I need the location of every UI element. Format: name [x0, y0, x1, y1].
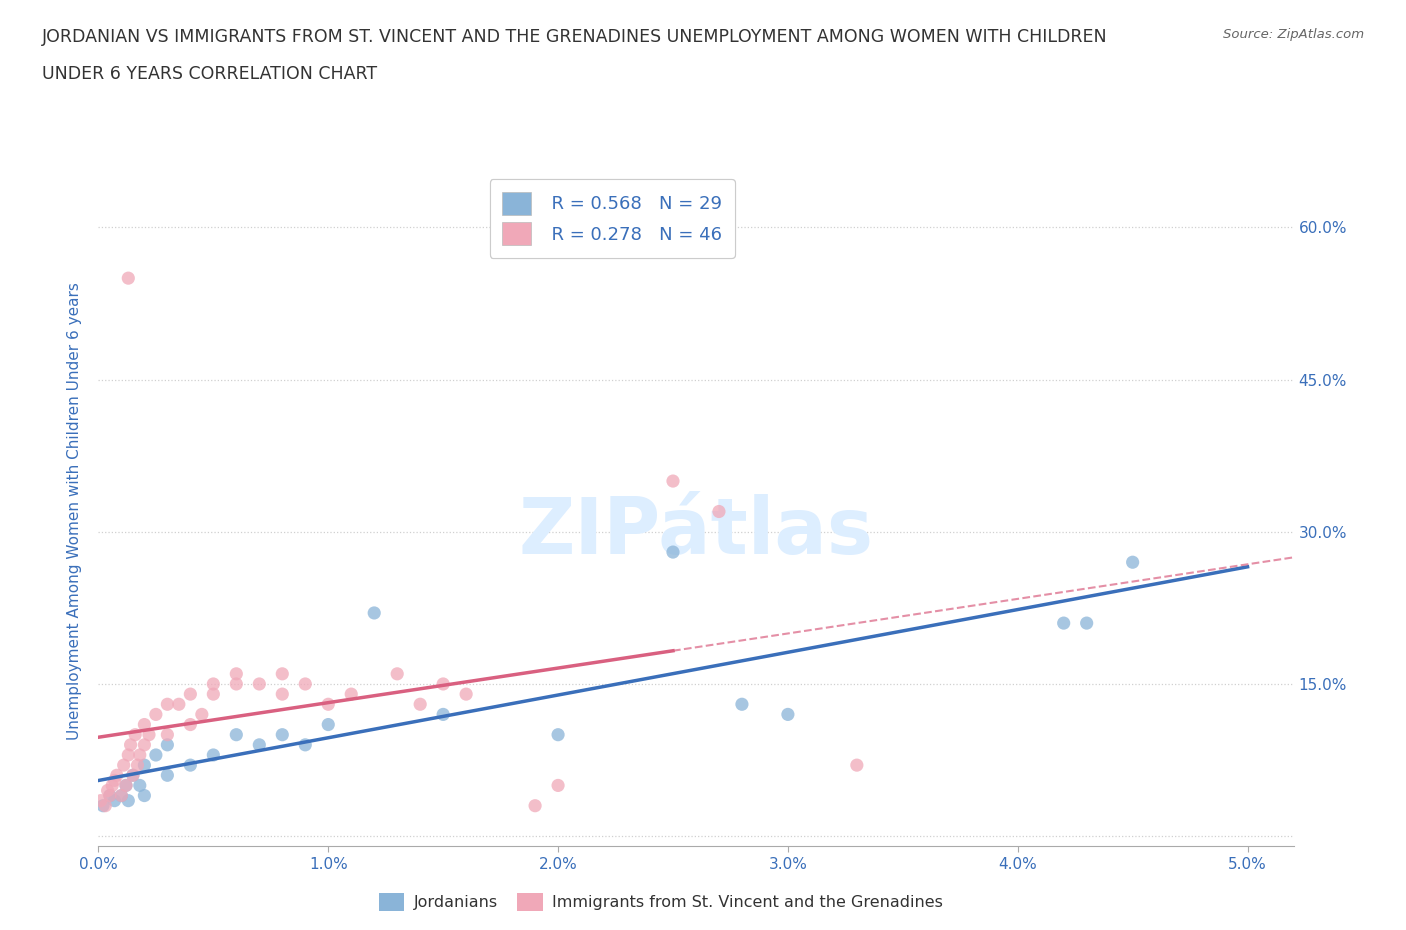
Point: [202, 676, 225, 691]
Legend: Jordanians, Immigrants from St. Vincent and the Grenadines: Jordanians, Immigrants from St. Vincent …: [373, 886, 949, 917]
Point: [179, 717, 201, 732]
Point: [662, 545, 685, 560]
Point: [294, 737, 316, 752]
Point: [179, 686, 201, 701]
Point: [363, 605, 385, 620]
Point: [145, 707, 167, 722]
Point: [340, 686, 363, 701]
Point: [134, 758, 156, 773]
Text: UNDER 6 YEARS CORRELATION CHART: UNDER 6 YEARS CORRELATION CHART: [42, 65, 377, 83]
Point: [134, 788, 156, 803]
Point: [115, 778, 138, 793]
Point: [524, 798, 547, 813]
Point: [316, 717, 339, 732]
Point: [202, 748, 225, 763]
Point: [94, 798, 117, 813]
Point: [156, 768, 179, 783]
Point: [105, 768, 128, 783]
Point: [316, 697, 339, 711]
Point: [547, 727, 569, 742]
Point: [1076, 616, 1098, 631]
Point: [271, 667, 294, 682]
Point: [225, 676, 247, 691]
Point: [432, 676, 454, 691]
Text: Source: ZipAtlas.com: Source: ZipAtlas.com: [1223, 28, 1364, 41]
Point: [156, 697, 179, 711]
Point: [112, 758, 135, 773]
Point: [167, 697, 190, 711]
Point: [156, 737, 179, 752]
Point: [98, 788, 121, 803]
Point: [456, 686, 478, 701]
Point: [134, 737, 156, 752]
Legend:   R = 0.568   N = 29,   R = 0.278   N = 46: R = 0.568 N = 29, R = 0.278 N = 46: [489, 179, 735, 258]
Point: [97, 783, 120, 798]
Point: [101, 778, 124, 793]
Point: [138, 727, 160, 742]
Point: [115, 778, 138, 793]
Point: [707, 504, 730, 519]
Point: [91, 798, 114, 813]
Point: [225, 667, 247, 682]
Point: [776, 707, 799, 722]
Point: [110, 788, 132, 803]
Point: [1053, 616, 1076, 631]
Point: [117, 793, 139, 808]
Point: [98, 788, 121, 803]
Point: [128, 748, 150, 763]
Point: [156, 727, 179, 742]
Point: [122, 768, 145, 783]
Point: [117, 271, 139, 286]
Point: [122, 768, 145, 783]
Point: [432, 707, 454, 722]
Point: [103, 793, 125, 808]
Point: [247, 676, 270, 691]
Text: JORDANIAN VS IMMIGRANTS FROM ST. VINCENT AND THE GRENADINES UNEMPLOYMENT AMONG W: JORDANIAN VS IMMIGRANTS FROM ST. VINCENT…: [42, 28, 1108, 46]
Point: [385, 667, 409, 682]
Point: [120, 737, 142, 752]
Text: ZIPátlas: ZIPátlas: [519, 494, 873, 569]
Point: [662, 473, 685, 488]
Point: [247, 737, 270, 752]
Y-axis label: Unemployment Among Women with Children Under 6 years: Unemployment Among Women with Children U…: [67, 283, 83, 740]
Point: [409, 697, 432, 711]
Point: [145, 748, 167, 763]
Point: [225, 727, 247, 742]
Point: [294, 676, 316, 691]
Point: [191, 707, 214, 722]
Point: [202, 686, 225, 701]
Point: [90, 793, 112, 808]
Point: [271, 727, 294, 742]
Point: [117, 748, 139, 763]
Point: [845, 758, 868, 773]
Point: [547, 778, 569, 793]
Point: [271, 686, 294, 701]
Point: [1122, 555, 1144, 570]
Point: [128, 778, 150, 793]
Point: [103, 773, 125, 788]
Point: [124, 727, 146, 742]
Point: [731, 697, 754, 711]
Point: [110, 788, 132, 803]
Point: [134, 717, 156, 732]
Point: [127, 758, 149, 773]
Point: [179, 758, 201, 773]
